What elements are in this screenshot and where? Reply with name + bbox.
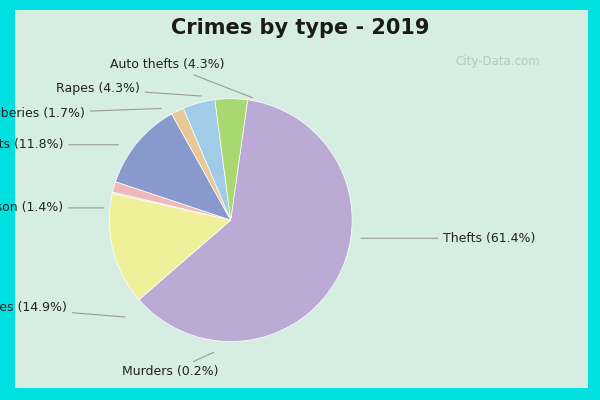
Text: Robberies (1.7%): Robberies (1.7%) (0, 107, 161, 120)
Wedge shape (139, 100, 352, 342)
Text: Burglaries (14.9%): Burglaries (14.9%) (0, 301, 125, 317)
Text: Thefts (61.4%): Thefts (61.4%) (361, 232, 536, 245)
Text: Murders (0.2%): Murders (0.2%) (122, 352, 218, 378)
Wedge shape (113, 182, 231, 220)
Wedge shape (172, 108, 231, 220)
Text: City-Data.com: City-Data.com (455, 56, 541, 68)
Wedge shape (109, 194, 231, 300)
Text: Crimes by type - 2019: Crimes by type - 2019 (171, 18, 429, 38)
Text: Assaults (11.8%): Assaults (11.8%) (0, 138, 119, 151)
Text: Arson (1.4%): Arson (1.4%) (0, 202, 104, 214)
Text: Auto thefts (4.3%): Auto thefts (4.3%) (110, 58, 253, 98)
Wedge shape (184, 100, 231, 220)
Wedge shape (116, 114, 231, 220)
Wedge shape (112, 192, 231, 220)
Text: Rapes (4.3%): Rapes (4.3%) (56, 82, 201, 96)
Wedge shape (215, 99, 248, 220)
